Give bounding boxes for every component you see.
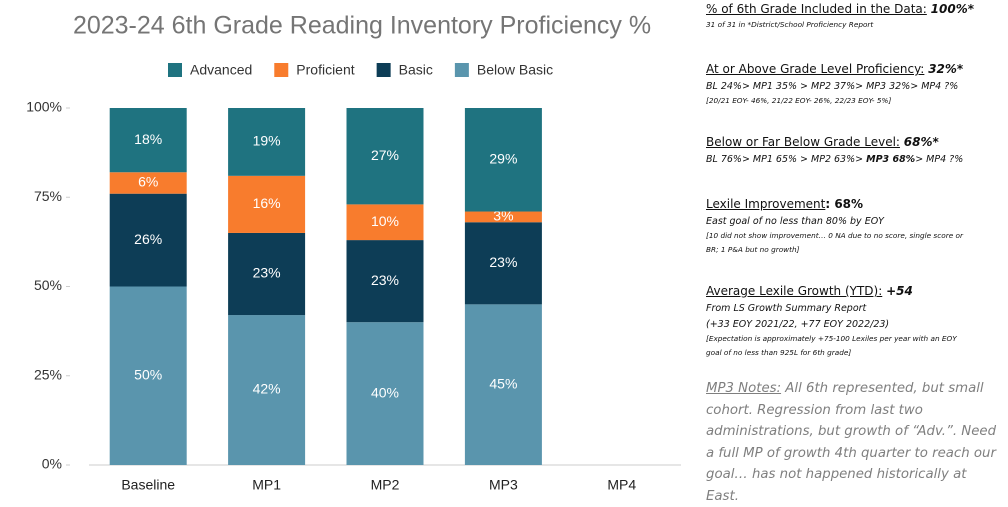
y-tick-label: 0% [42, 456, 62, 472]
notes-heading: MP3 Notes: [706, 381, 782, 396]
data-label: 3% [493, 208, 513, 224]
item-line-part: MP3 68% [866, 154, 916, 165]
chart: 2023-24 6th Grade Reading Inventory Prof… [26, 12, 681, 493]
x-tick-label: MP2 [371, 477, 400, 493]
notes-text: All 6th represented, but small cohort. R… [706, 381, 997, 504]
item-line-part: BL 76%> MP1 65% > MP2 63%> [706, 154, 867, 165]
y-tick-label: 75% [34, 188, 62, 204]
item-line: East goal of no less than 80% by EOY [706, 216, 884, 227]
data-label: 18% [134, 131, 162, 147]
notes: MP3 Notes: All 6th represented, but smal… [706, 378, 998, 507]
data-label: 27% [371, 147, 399, 163]
item-heading: At or Above Grade Level Proficiency: [706, 62, 925, 76]
bar-segment [464, 108, 542, 212]
data-label: 26% [134, 231, 162, 247]
item-heading-row: % of 6th Grade Included in the Data: 100… [706, 2, 1002, 16]
bar-segment [346, 108, 424, 205]
item-note: [10 did not show improvement… 0 NA due t… [706, 231, 963, 240]
legend-label: Below Basic [477, 62, 553, 78]
bar-segment [464, 304, 542, 465]
data-label: 16% [253, 195, 281, 211]
panel-item: Lexile Improvement: 68% East goal of no l… [706, 197, 1002, 255]
data-label: 29% [489, 150, 517, 166]
x-tick-label: MP3 [489, 477, 518, 493]
item-value: +54 [886, 284, 913, 298]
panel-item: % of 6th Grade Included in the Data: 100… [706, 2, 1002, 30]
data-label: 42% [253, 381, 281, 397]
data-label: 50% [134, 366, 162, 382]
data-label: 19% [253, 133, 281, 149]
bar-segment [346, 322, 424, 465]
item-note: 31 of 31 in *District/School Proficiency… [706, 20, 874, 29]
legend: Advanced Proficient Basic Below Basic [168, 62, 553, 78]
data-label: 10% [371, 213, 399, 229]
item-line: BL 24%> MP1 35% > MP2 37%> MP3 32%> MP4 … [706, 81, 959, 92]
item-value: 68%* [903, 135, 939, 149]
data-label: 45% [489, 375, 517, 391]
data-label: 6% [138, 174, 158, 190]
bar-segment [228, 315, 306, 465]
bar-segment [109, 172, 187, 194]
legend-swatch [274, 63, 289, 77]
item-value: : 68% [825, 197, 864, 211]
bar-segment [228, 175, 306, 233]
item-line: (+33 EOY 2021/22, +77 EOY 2022/23) [706, 319, 890, 330]
data-label: 23% [371, 272, 399, 288]
panel-item: Below or Far Below Grade Level: 68%* BL 7… [706, 135, 1002, 165]
legend-swatch [168, 63, 182, 77]
bar-segment [109, 286, 187, 465]
data-label: 40% [371, 384, 399, 400]
bar-segment [228, 232, 306, 316]
y-tick-label: 25% [34, 366, 62, 382]
item-heading: % of 6th Grade Included in the Data: [706, 2, 927, 16]
item-line: BL 76%> MP1 65% > MP2 63%> MP3 68%> MP4 … [706, 154, 1002, 165]
item-note: [20/21 EOY- 46%, 21/22 EOY- 26%, 22/23 E… [706, 96, 892, 105]
item-heading: Lexile Improvement [706, 197, 826, 211]
bar-segment [464, 211, 542, 223]
bar-segment [346, 204, 424, 241]
x-tick-label: MP1 [252, 477, 281, 493]
item-heading: Average Lexile Growth (YTD): [706, 284, 883, 298]
item-note: goal of no less than 925L for 6th grade] [706, 348, 852, 357]
bar-segment [346, 240, 424, 323]
legend-swatch [376, 63, 391, 77]
legend-swatch [454, 63, 469, 77]
legend-label: Basic [399, 62, 433, 78]
item-heading-row: At or Above Grade Level Proficiency: 32%… [706, 62, 1002, 76]
x-tick-label: Baseline [121, 477, 175, 493]
item-line-part: > MP4 ?% [915, 154, 964, 165]
panel-item: At or Above Grade Level Proficiency: 32%… [706, 62, 1002, 106]
data-label: 23% [253, 265, 281, 281]
y-tick-label: 100% [26, 99, 62, 115]
legend-label: Advanced [190, 62, 252, 78]
data-label: 23% [489, 254, 517, 270]
y-tick-label: 50% [34, 277, 62, 293]
item-heading-row: Average Lexile Growth (YTD): +54 [706, 284, 1002, 298]
x-tick-label: MP4 [607, 477, 636, 493]
panel-item: Average Lexile Growth (YTD): +54 From LS … [706, 284, 1002, 358]
item-value: 100%* [930, 2, 975, 16]
chart-title: 2023-24 6th Grade Reading Inventory Prof… [73, 12, 651, 40]
item-line: From LS Growth Summary Report [706, 303, 867, 314]
item-note: BR; 1 P&A but no growth] [706, 245, 800, 254]
bar-segment [228, 108, 306, 176]
item-note: [Expectation is approximately +75-100 Le… [706, 334, 957, 343]
item-heading-row: Lexile Improvement: 68% [706, 197, 1002, 211]
bar-segment [109, 108, 187, 173]
item-heading-row: Below or Far Below Grade Level: 68%* [706, 135, 1002, 149]
bar-segment [464, 222, 542, 305]
item-value: 32%* [928, 62, 964, 76]
item-heading: Below or Far Below Grade Level: [706, 135, 900, 149]
legend-label: Proficient [296, 62, 354, 78]
bar-segment [109, 193, 187, 287]
